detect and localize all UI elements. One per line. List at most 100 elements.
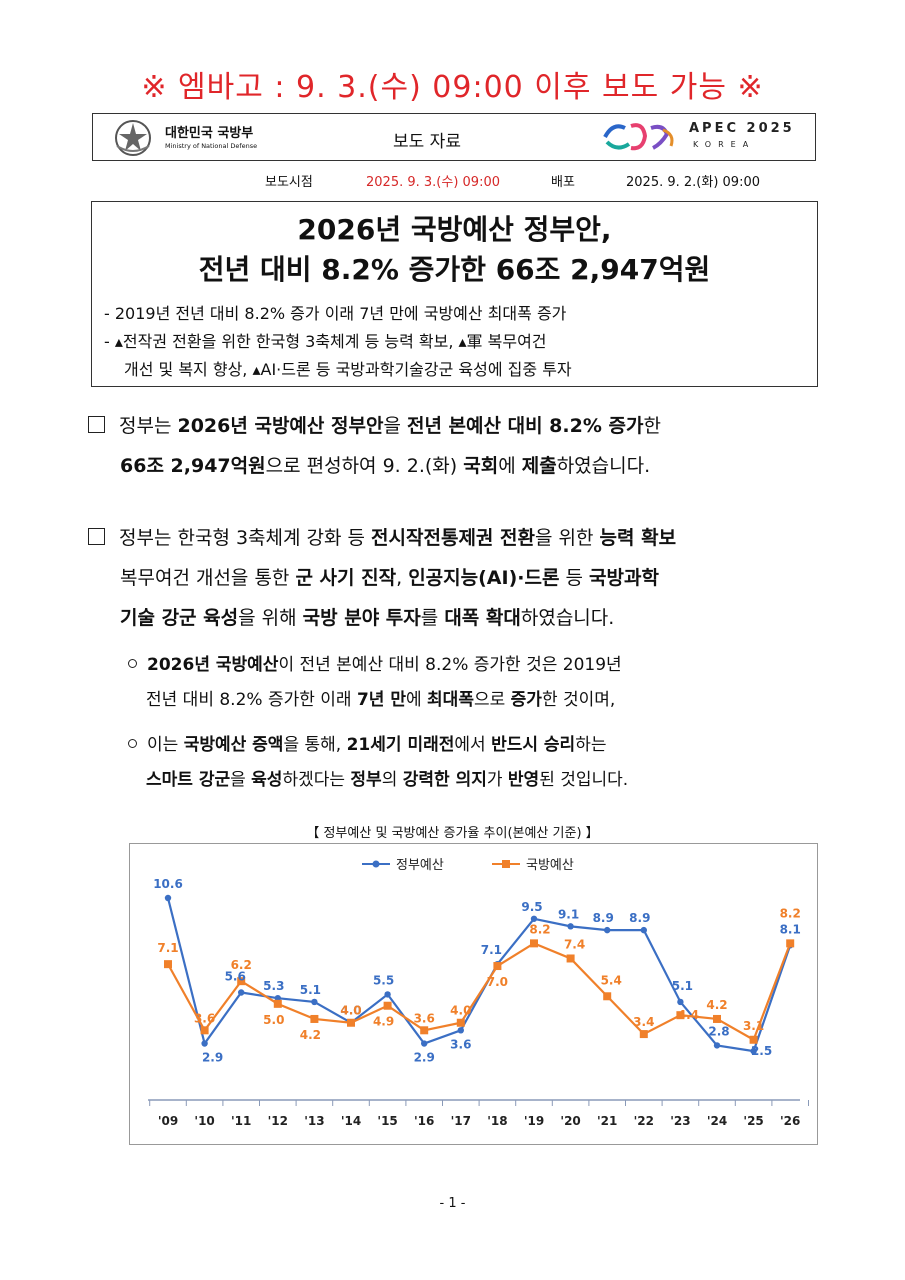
paragraph-1-line-1: 정부는 2026년 국방예산 정부안을 전년 본예산 대비 8.2% 증가한 [88, 406, 661, 446]
data-label: 7.4 [564, 937, 585, 951]
x-tick-label: '19 [524, 1114, 544, 1128]
x-tick-label: '16 [414, 1114, 434, 1128]
bullet-1-line-2: 전년 대비 8.2% 증가한 이래 7년 만에 최대폭으로 증가한 것이며, [146, 690, 616, 710]
data-point-gov-'10 [201, 1040, 208, 1047]
x-tick-label: '15 [377, 1114, 397, 1128]
apec-country: KOREA [693, 140, 756, 149]
bullet-2-line-1: 이는 국방예산 증액을 통해, 21세기 미래전에서 반드시 승리하는 [128, 728, 606, 762]
data-point-defense-'15 [383, 1001, 392, 1010]
data-point-gov-'13 [311, 998, 318, 1006]
x-tick-label: '18 [487, 1114, 507, 1128]
x-tick-label: '10 [194, 1114, 214, 1128]
x-tick-label: '13 [304, 1114, 324, 1128]
subheading-2a: - ▴전작권 전환을 위한 한국형 3축체계 등 능력 확보, ▴軍 복무여건 [104, 332, 547, 351]
data-label: 4.4 [678, 1008, 699, 1022]
data-label: 6.2 [231, 958, 252, 972]
legend-marker-2 [502, 860, 510, 868]
ministry-name: 대한민국 국방부 [165, 126, 254, 141]
x-tick-label: '22 [634, 1114, 654, 1128]
budget-growth-chart: '09 '10 '11 '12 '13 '14 '15 '16 '17 '18 '19 '20 '21 '… [148, 858, 809, 1128]
headline-box: 2026년 국방예산 정부안, 전년 대비 8.2% 증가한 66조 2,947… [91, 201, 818, 387]
x-tick-label: '20 [560, 1114, 580, 1128]
data-point-defense-'11 [237, 977, 246, 986]
data-point-gov-'16 [421, 1040, 428, 1047]
apec-logo-icon [603, 123, 674, 151]
circle-bullet-icon [128, 739, 137, 748]
data-label: 8.9 [629, 911, 650, 925]
data-point-defense-'19 [530, 939, 538, 948]
subheading-2b: 개선 및 복지 향상, ▴AI·드론 등 국방과학기술강군 육성에 집중 투자 [124, 360, 572, 379]
data-label: 3.6 [194, 1011, 215, 1025]
data-point-defense-'14 [347, 1018, 355, 1027]
legend-label-1: 정부예산 [396, 858, 444, 873]
data-label: 2.8 [708, 1024, 729, 1038]
legend-label-2: 국방예산 [526, 858, 574, 873]
chart-container: '09 '10 '11 '12 '13 '14 '15 '16 '17 '18 '19 '20 '21 '… [129, 843, 818, 1145]
bullet-2-line-2: 스마트 강군을 육성하겠다는 정부의 강력한 의지가 반영된 것입니다. [146, 770, 629, 790]
data-label: 5.1 [672, 979, 693, 993]
headline-line-2: 전년 대비 8.2% 증가한 66조 2,947억원 [198, 253, 711, 286]
paragraph-2-line-3: 기술 강군 육성을 위해 국방 분야 투자를 대폭 확대하였습니다. [120, 607, 615, 629]
circle-bullet-icon [128, 659, 137, 668]
data-point-gov-'20 [567, 923, 574, 930]
data-point-gov-'15 [384, 991, 391, 998]
apec-title: APEC 2025 [689, 121, 795, 136]
data-point-gov-'17 [457, 1027, 464, 1034]
data-label: 4.0 [340, 1004, 361, 1018]
chart-title: 【 정부예산 및 국방예산 증가율 추이(본예산 기준) 】 [306, 826, 599, 841]
subheading-1: - 2019년 전년 대비 8.2% 증가 이래 7년 만에 국방예산 최대폭 … [104, 304, 567, 323]
document-type: 보도 자료 [393, 132, 461, 152]
x-tick-label: '21 [597, 1114, 617, 1128]
x-tick-label: '09 [158, 1114, 178, 1128]
data-label: 4.0 [340, 1004, 361, 1018]
data-label: 5.1 [300, 983, 321, 997]
distribution-value: 2025. 9. 2.(화) 09:00 [626, 175, 760, 190]
data-point-defense-'21 [603, 992, 612, 1001]
bullet-1-line-1: 2026년 국방예산이 전년 본예산 대비 8.2% 증가한 것은 2019년 [128, 648, 622, 682]
data-label: 4.9 [373, 1015, 394, 1029]
page-number: - 1 - [439, 1196, 466, 1211]
data-label: 8.9 [593, 911, 614, 925]
data-point-gov-'12 [274, 994, 281, 1002]
data-label: 5.4 [601, 973, 622, 987]
data-label: 5.0 [263, 1013, 284, 1027]
data-label: 3.1 [743, 1019, 764, 1033]
data-point-gov-'23 [677, 998, 684, 1006]
data-label: 10.6 [153, 877, 183, 891]
data-label: 3.4 [633, 1015, 654, 1029]
data-point-defense-'25 [749, 1035, 758, 1044]
data-point-gov-'25 [750, 1047, 757, 1055]
x-tick-label: '14 [341, 1114, 361, 1128]
data-point-defense-'24 [713, 1014, 721, 1023]
data-label: 7.1 [157, 941, 178, 955]
data-point-gov-'24 [713, 1042, 721, 1049]
data-point-defense-'09 [164, 960, 172, 969]
data-point-gov-'21 [604, 926, 611, 934]
data-label: 8.2 [529, 922, 550, 936]
data-label: 8.2 [780, 906, 801, 920]
data-point-defense-'16 [420, 1026, 429, 1035]
x-tick-label: '24 [707, 1114, 727, 1128]
data-label: 3.6 [450, 1037, 471, 1051]
data-label: 4.0 [450, 1004, 471, 1018]
square-bullet-icon [88, 528, 105, 545]
headline-line-1: 2026년 국방예산 정부안, [297, 213, 612, 246]
legend-marker-1 [372, 860, 380, 868]
release-time-label: 보도시점 [265, 175, 313, 190]
paragraph-2-line-2: 복무여건 개선을 통한 군 사기 진작, 인공지능(AI)·드론 등 국방과학 [120, 567, 659, 589]
x-tick-label: '25 [743, 1114, 763, 1128]
x-tick-label: '12 [268, 1114, 288, 1128]
data-point-defense-'26 [786, 939, 795, 948]
x-tick-label: '11 [231, 1114, 251, 1128]
press-header: 대한민국 국방부 Ministry of National Defense 보도… [92, 113, 816, 161]
x-tick-label: '26 [780, 1114, 800, 1128]
embargo-notice: ※ 엠바고 : 9. 3.(수) 09:00 이후 보도 가능 ※ [141, 70, 764, 105]
data-label: 4.2 [706, 998, 727, 1012]
series-line-1 [166, 897, 792, 1053]
data-label: 7.1 [481, 943, 502, 957]
x-tick-label: '17 [451, 1114, 471, 1128]
series-line-2 [167, 942, 792, 1042]
data-point-defense-'10 [200, 1026, 209, 1035]
data-label: 5.5 [373, 973, 394, 987]
data-label: 2.9 [414, 1051, 435, 1065]
